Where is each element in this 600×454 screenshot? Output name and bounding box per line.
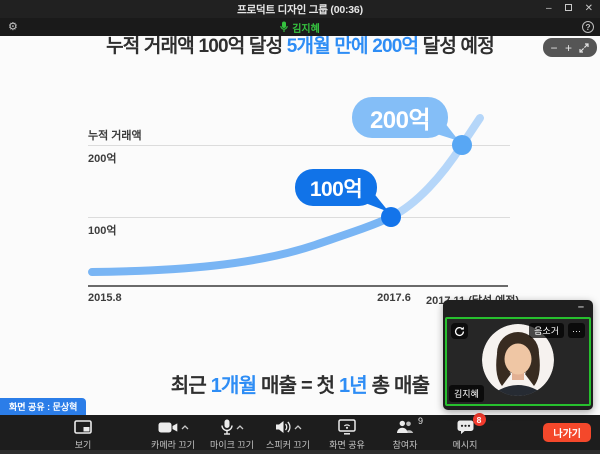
fullscreen-expand-icon[interactable]	[579, 42, 590, 53]
slide-formula: 최근 1개월 매출 = 첫 1년 총 매출	[170, 375, 430, 397]
bottom-toolbar: 보기 카메라 끄기	[0, 413, 600, 451]
chart-y-axis-title: 누적 거래액	[88, 130, 142, 142]
camera-icon	[158, 422, 177, 432]
mute-button[interactable]: 음소거	[529, 323, 564, 338]
window-bottom-strip	[0, 450, 600, 454]
y-tick-200: 200억	[88, 153, 117, 165]
participants-icon	[397, 420, 414, 433]
message-button[interactable]: 8 메시지	[433, 413, 497, 451]
active-speaker-indicator: 김지혜	[280, 20, 320, 35]
maximize-icon[interactable]	[564, 4, 572, 14]
y-tick-100: 100억	[88, 225, 117, 237]
speaker-icon	[275, 421, 291, 433]
mic-off-button[interactable]: 마이크 끄기	[200, 419, 264, 451]
chart-x-axis	[88, 285, 508, 287]
x-tick-2017-6: 2017.6	[377, 292, 411, 304]
stage-zoom-controls: − +	[543, 38, 597, 57]
sync-arrows-icon	[454, 326, 465, 336]
chevron-up-icon[interactable]	[294, 424, 302, 430]
chevron-up-icon[interactable]	[181, 424, 189, 430]
participants-count-badge: 9	[417, 416, 423, 426]
window-controls: – ✕	[546, 0, 593, 18]
window-titlebar: 프로덕트 디자인 그룹 (00:36) – ✕	[0, 0, 600, 18]
panel-minimize-icon[interactable]: –	[577, 301, 584, 313]
chat-bubble-icon	[457, 420, 473, 434]
self-view-titlebar: –	[443, 300, 593, 317]
self-view-panel: – 음소거 ···	[443, 300, 593, 410]
speech-bubble-100: 100억	[295, 169, 377, 206]
switch-camera-button[interactable]	[451, 323, 468, 339]
gridline-100	[88, 217, 510, 218]
view-layout-icon	[74, 420, 92, 434]
curve-actual	[88, 213, 395, 276]
status-bar: ⚙ 김지혜 ?	[0, 18, 600, 36]
active-speaker-name: 김지혜	[292, 23, 320, 35]
participants-button[interactable]: 9 참여자	[392, 416, 423, 450]
help-icon[interactable]: ?	[582, 21, 594, 33]
view-button[interactable]: 보기	[51, 419, 115, 451]
close-icon[interactable]: ✕	[584, 3, 593, 14]
leave-button[interactable]: 나가기	[543, 423, 591, 442]
mic-on-icon	[280, 21, 288, 32]
mic-icon	[220, 419, 233, 435]
gridline-200	[88, 145, 510, 146]
x-tick-2015-8: 2015.8	[88, 292, 122, 304]
speaker-off-button[interactable]: 스피커 끄기	[256, 419, 320, 451]
zoom-in-button[interactable]: +	[564, 40, 572, 55]
participant-name-tag: 김지혜	[449, 385, 484, 402]
message-notification-badge: 8	[472, 413, 486, 426]
zoom-out-button[interactable]: −	[550, 40, 558, 55]
minimize-icon[interactable]: –	[546, 3, 552, 14]
screen-share-icon	[338, 419, 356, 435]
slide-title: 누적 거래액 100억 달성 5개월 만에 200억 달성 예정	[106, 36, 495, 57]
screen-share-banner: 화면 공유 : 문상혁	[0, 398, 87, 415]
camera-off-button[interactable]: 카메라 끄기	[141, 419, 205, 451]
screen-share-button[interactable]: 화면 공유	[315, 419, 379, 451]
self-view-video: 음소거 ··· 김지혜	[445, 317, 591, 406]
window-title: 프로덕트 디자인 그룹 (00:36)	[237, 3, 363, 16]
speech-bubble-200: 200억	[352, 97, 448, 138]
chevron-up-icon[interactable]	[236, 424, 244, 430]
settings-gear-icon[interactable]: ⚙	[8, 21, 18, 33]
more-options-button[interactable]: ···	[568, 323, 585, 338]
